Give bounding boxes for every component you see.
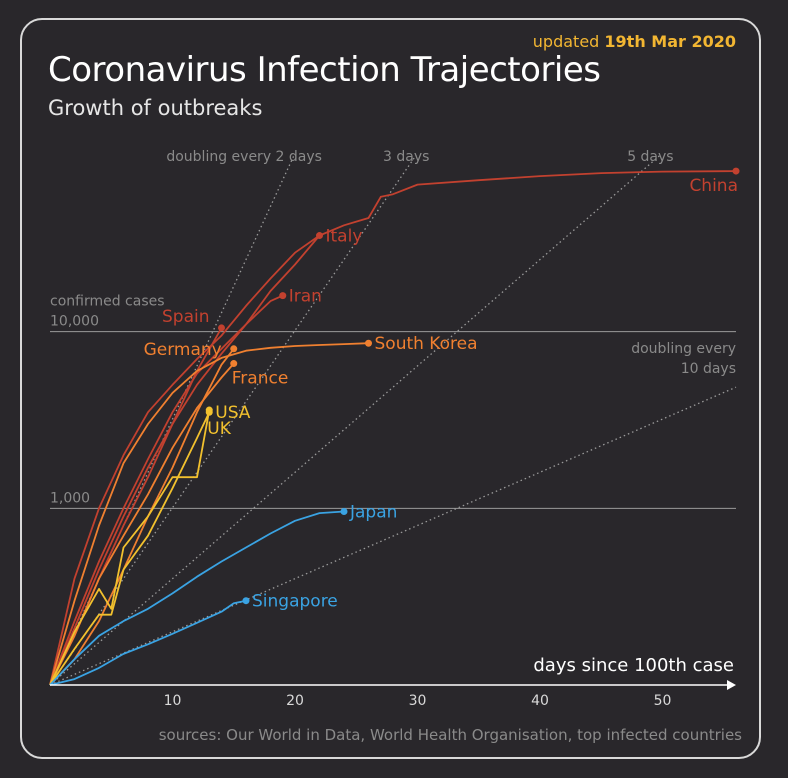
grid-layer: 1,000 10,000 confirmed cases <box>50 294 736 509</box>
series-endpoint-china <box>732 167 740 175</box>
series-endpoint-iran <box>279 292 287 300</box>
series-endpoint-japan <box>340 507 348 515</box>
series-line-singapore <box>49 599 247 686</box>
x-tick-label: 50 <box>654 693 672 709</box>
x-tick-label: 40 <box>531 693 549 709</box>
doubling-label-3: 3 days <box>383 149 429 165</box>
x-axis-label: days since 100th case <box>533 655 734 676</box>
series-line-uk <box>49 409 211 686</box>
series-label-uk: UK <box>207 419 231 439</box>
series-layer: China Italy Iran Spain Germany France South Ko… <box>49 167 740 686</box>
y-axis-label: confirmed cases <box>50 294 165 310</box>
doubling-line-3 <box>49 154 417 686</box>
axis-layer: 10 20 30 40 50 days since 100th case <box>50 655 736 709</box>
series-label-china: China <box>689 176 738 196</box>
doubling-lines-layer: doubling every 2 days 3 days 5 days doublin… <box>49 149 737 686</box>
chart-card <box>20 18 761 759</box>
series-endpoint-spain <box>218 324 225 332</box>
series-line-china <box>49 170 737 686</box>
x-axis-arrow-icon <box>727 680 736 690</box>
updated-note: updated 19th Mar 2020 <box>533 32 736 51</box>
doubling-label-10-line2: 10 days <box>681 361 736 377</box>
x-tick-label: 30 <box>409 693 427 709</box>
series-label-south-korea: South Korea <box>375 334 478 354</box>
updated-prefix: updated <box>532 32 600 51</box>
series-endpoint-uk <box>205 406 213 414</box>
series-line-iran <box>49 294 284 686</box>
sources-note: sources: Our World in Data, World Health… <box>158 726 742 744</box>
series-label-germany: Germany <box>144 340 222 360</box>
series-label-singapore: Singapore <box>252 592 338 612</box>
series-endpoint-singapore <box>242 597 250 605</box>
doubling-label-2: doubling every 2 days <box>166 149 322 165</box>
series-label-spain: Spain <box>162 307 210 327</box>
x-tick-label: 10 <box>164 693 182 709</box>
chart-title: Coronavirus Infection Trajectories <box>48 50 601 90</box>
series-line-germany <box>49 348 235 686</box>
updated-date: 19th Mar 2020 <box>604 32 736 51</box>
y-tick-label: 10,000 <box>50 314 99 330</box>
x-tick-label: 20 <box>286 693 304 709</box>
series-line-japan <box>49 510 345 686</box>
series-line-italy <box>49 234 321 686</box>
series-endpoint-france <box>230 360 238 368</box>
series-line-usa <box>49 411 211 686</box>
series-label-france: France <box>232 369 289 389</box>
series-label-usa: USA <box>215 403 251 423</box>
series-label-japan: Japan <box>349 502 397 522</box>
series-label-iran: Iran <box>289 287 322 307</box>
series-endpoint-south-korea <box>365 339 372 347</box>
y-tick-label: 1,000 <box>50 490 90 506</box>
series-label-italy: Italy <box>326 227 363 247</box>
series-endpoint-italy <box>316 232 323 240</box>
doubling-label-10: doubling every <box>631 341 736 357</box>
doubling-label-5: 5 days <box>627 149 673 165</box>
doubling-line-2 <box>49 154 295 686</box>
chart-subtitle: Growth of outbreaks <box>48 96 263 120</box>
series-endpoint-germany <box>230 345 238 353</box>
doubling-line-10 <box>49 386 737 686</box>
series-line-south-korea <box>49 342 369 686</box>
